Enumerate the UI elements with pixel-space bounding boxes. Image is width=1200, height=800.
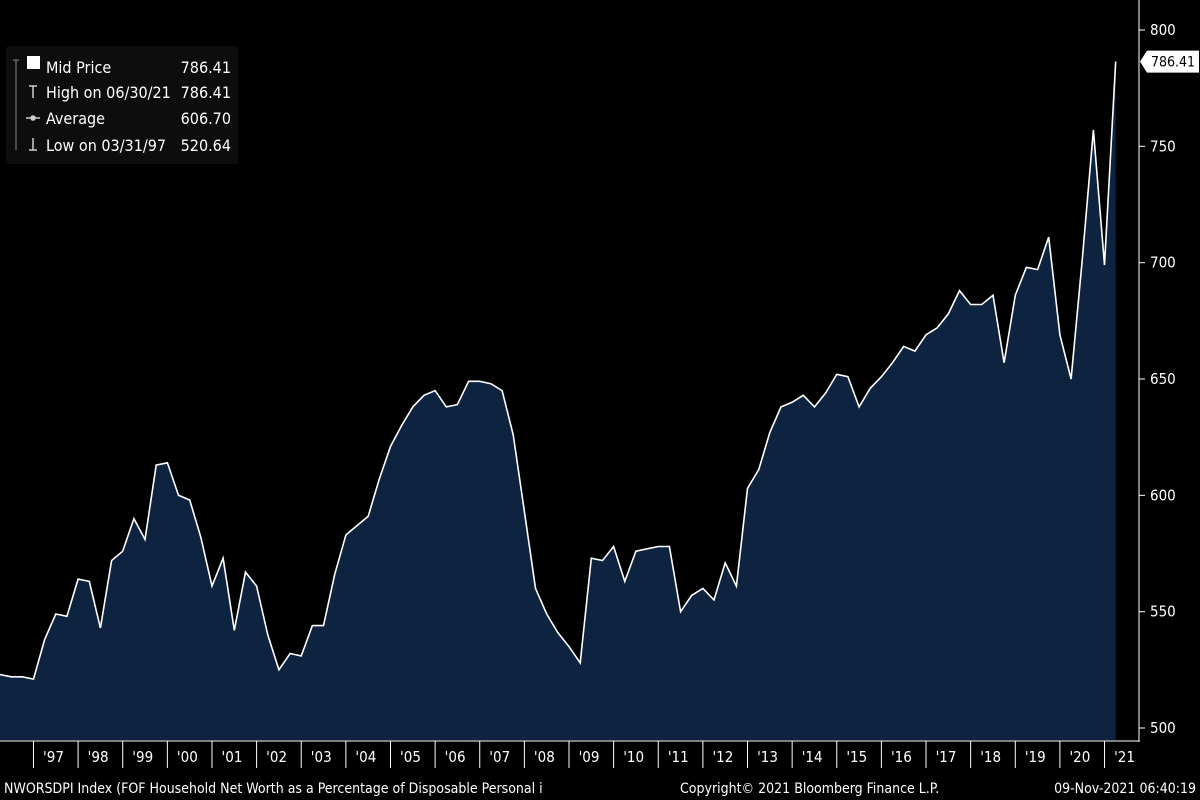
legend[interactable]: Mid Price 786.41 High on 06/30/21 786.41… (6, 46, 238, 164)
footer-index-name: NWORSDPI Index (FOF Household Net Worth … (4, 781, 543, 797)
series-line (0, 61, 1117, 681)
x-tick-label: '98 (88, 748, 109, 766)
x-tick-label: '13 (757, 748, 778, 766)
legend-label-mid-price: Mid Price (46, 58, 111, 77)
x-tick-label: '18 (980, 748, 1001, 766)
legend-label-high: High on 06/30/21 (46, 83, 171, 102)
series-area (0, 61, 1116, 741)
x-tick-label: '09 (579, 748, 600, 766)
legend-bracket (13, 59, 19, 150)
legend-value-high: 786.41 (181, 83, 231, 102)
footer-copyright: Copyright© 2021 Bloomberg Finance L.P. (680, 781, 939, 797)
last-value-label: 786.41 (1140, 50, 1199, 73)
x-tick-label: '12 (712, 748, 733, 766)
average-icon (26, 115, 40, 121)
legend-value-average: 606.70 (181, 109, 231, 128)
x-tick-label: '16 (891, 748, 912, 766)
footer: NWORSDPI Index (FOF Household Net Worth … (4, 781, 1196, 797)
y-tick-label: 650 (1150, 370, 1176, 388)
y-tick-label: 700 (1150, 254, 1176, 272)
y-tick-label: 500 (1150, 719, 1176, 737)
legend-label-low: Low on 03/31/97 (46, 136, 166, 155)
x-tick-label: '06 (445, 748, 466, 766)
y-axis: 500 550 600 650 700 750 800 (1138, 0, 1176, 742)
y-tick-label: 550 (1150, 603, 1176, 621)
x-tick-label: '20 (1069, 748, 1090, 766)
legend-value-mid-price: 786.41 (181, 58, 231, 77)
x-tick-label: '15 (846, 748, 867, 766)
x-tick-label: '07 (489, 748, 510, 766)
x-tick-label: '05 (400, 748, 421, 766)
y-tick-label: 600 (1150, 486, 1176, 504)
x-tick-label: '14 (802, 748, 823, 766)
y-tick-label: 800 (1150, 21, 1176, 39)
plot-area (0, 61, 1117, 741)
mid-price-swatch (27, 56, 40, 69)
x-tick-label: '08 (534, 748, 555, 766)
legend-label-average: Average (46, 109, 105, 128)
x-tick-label: '99 (132, 748, 153, 766)
x-tick-label: '01 (222, 748, 243, 766)
last-value-text: 786.41 (1151, 55, 1195, 71)
legend-value-low: 520.64 (181, 136, 231, 155)
footer-timestamp: 09-Nov-2021 06:40:19 (1054, 781, 1196, 797)
low-icon (29, 138, 37, 151)
x-tick-label: '10 (623, 748, 644, 766)
x-tick-label: '03 (311, 748, 332, 766)
last-value-tag (1140, 50, 1199, 73)
x-tick-label: '04 (355, 748, 376, 766)
x-tick-label: '11 (668, 748, 689, 766)
y-tick-label: 750 (1150, 137, 1176, 155)
x-tick-label: '21 (1114, 748, 1135, 766)
high-icon (29, 85, 37, 98)
x-axis: '97 '98 '99 '00 '01 '02 '03 '04 '05 '06 '07 '08 '09 '… (0, 740, 1139, 768)
x-tick-label: '02 (266, 748, 287, 766)
x-tick-label: '19 (1025, 748, 1046, 766)
x-tick-label: '00 (177, 748, 198, 766)
x-tick-label: '17 (936, 748, 957, 766)
x-tick-label: '97 (43, 748, 64, 766)
